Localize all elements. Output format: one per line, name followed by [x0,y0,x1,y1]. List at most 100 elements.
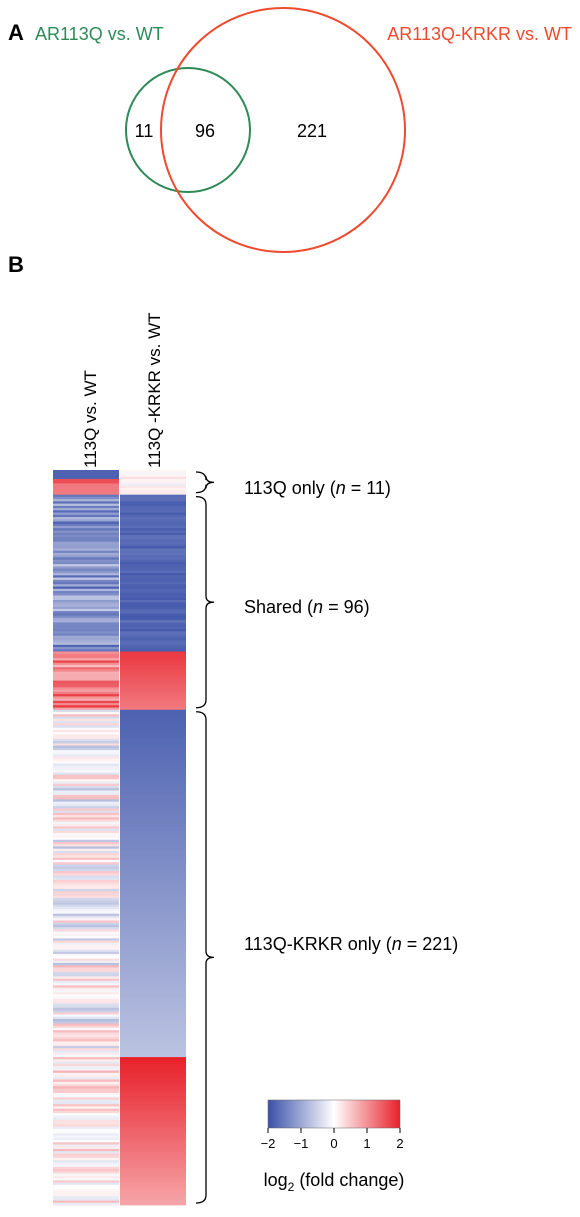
heatmap-cell-113q [53,1021,119,1024]
heatmap-cell-krkr [120,936,186,939]
heatmap-cell-krkr [120,862,186,865]
venn-set-2-label: AR113Q-KRKR vs. WT [387,24,572,44]
heatmap-cell-113q [53,512,119,516]
color-scale-tick-label: 1 [363,1136,370,1151]
heatmap-cell-113q [53,707,119,711]
heatmap-cell-113q [53,485,119,489]
heatmap-cell-krkr [120,676,186,679]
heatmap-cell-113q [53,1110,119,1114]
heatmap-cell-krkr [120,1025,186,1029]
heatmap-cell-krkr [120,884,186,888]
heatmap-cell-krkr [120,568,186,572]
heatmap-cell-113q [53,474,119,478]
heatmap-cell-113q [53,582,119,585]
heatmap-cell-krkr [120,947,186,950]
heatmap-cell-113q [53,1041,119,1045]
heatmap-cell-krkr [120,503,186,507]
heatmap-cell-krkr [120,1155,186,1159]
heatmap-cell-113q [53,626,119,630]
heatmap-cell-krkr [120,1180,186,1183]
heatmap-cell-113q [53,593,119,596]
heatmap-cell-113q [53,669,119,673]
heatmap-cell-krkr [120,797,186,800]
heatmap-cell-krkr [120,1048,186,1051]
heatmap-cell-113q [53,833,119,836]
heatmap-cell-113q [53,591,119,594]
heatmap-cell-krkr [120,720,186,724]
heatmap-cell-113q [53,1131,119,1134]
heatmap-cell-krkr [120,1030,186,1033]
heatmap-cell-113q [53,649,119,652]
heatmap-cell-113q [53,548,119,552]
heatmap-cell-113q [53,615,119,619]
heatmap-cell-113q [53,1126,119,1130]
heatmap-cell-113q [53,1104,119,1107]
heatmap-cell-krkr [120,1095,186,1098]
heatmap-cell-krkr [120,492,186,496]
heatmap-cell-113q [53,734,119,738]
heatmap-cell-krkr [120,644,186,648]
heatmap-cell-113q [53,779,119,782]
heatmap-cell-krkr [120,617,186,621]
heatmap-cell-krkr [120,1054,186,1058]
heatmap-cell-113q [53,819,119,823]
heatmap-cell-krkr [120,900,186,903]
heatmap-cell-113q [53,1119,119,1123]
heatmap-cell-113q [53,537,119,540]
heatmap-cell-krkr [120,886,186,890]
heatmap-cell-113q [53,911,119,915]
heatmap-cell-113q [53,877,119,881]
heatmap-cell-krkr [120,494,186,498]
heatmap-cell-113q [53,1198,119,1201]
heatmap-cell-krkr [120,794,186,798]
heatmap-cell-krkr [120,1115,186,1119]
heatmap-cell-113q [53,936,119,939]
heatmap-cell-krkr [120,837,186,841]
heatmap-cell-113q [53,998,119,1002]
heatmap-cell-krkr [120,915,186,919]
heatmap-cell-113q [53,1148,119,1152]
heatmap-cell-113q [53,1045,119,1049]
heatmap-cell-krkr [120,824,186,827]
heatmap-cell-krkr [120,470,186,473]
heatmap-cell-113q [53,604,119,608]
heatmap-cell-krkr [120,490,186,493]
heatmap-cell-113q [53,700,119,704]
heatmap-cell-krkr [120,584,186,587]
heatmap-cell-krkr [120,1057,186,1060]
heatmap-cell-113q [53,976,119,980]
heatmap-cell-113q [53,1097,119,1101]
heatmap-cell-113q [53,727,119,731]
heatmap-cell-113q [53,954,119,957]
heatmap-cell-113q [53,577,119,581]
heatmap-cell-krkr [120,1019,186,1022]
heatmap-cell-krkr [120,808,186,812]
heatmap-cell-113q [53,994,119,997]
heatmap-cell-krkr [120,736,186,740]
heatmap-cell-krkr [120,635,186,639]
heatmap-cell-krkr [120,924,186,928]
heatmap-cell-krkr [120,1153,186,1157]
heatmap-cell-krkr [120,1151,186,1154]
heatmap-cell-113q [53,1090,119,1094]
heatmap-cell-113q [53,738,119,742]
heatmap-cell-krkr [120,1198,186,1201]
heatmap-cell-krkr [120,1166,186,1170]
heatmap-cell-113q [53,526,119,529]
heatmap-cell-113q [53,873,119,876]
heatmap-cell-krkr [120,756,186,760]
heatmap-cell-krkr [120,548,186,552]
heatmap-cell-krkr [120,974,186,977]
heatmap-cell-113q [53,1092,119,1096]
heatmap-cell-113q [53,1171,119,1175]
heatmap-cell-113q [53,1016,119,1020]
heatmap-cell-krkr [120,949,186,953]
heatmap-cell-113q [53,933,119,937]
heatmap-cell-113q [53,1164,119,1168]
heatmap-cell-krkr [120,1099,186,1103]
heatmap-cell-113q [53,871,119,874]
heatmap-cell-krkr [120,987,186,991]
heatmap-cell-113q [53,1178,119,1181]
heatmap-cell-krkr [120,871,186,874]
heatmap-cell-113q [53,1175,119,1179]
